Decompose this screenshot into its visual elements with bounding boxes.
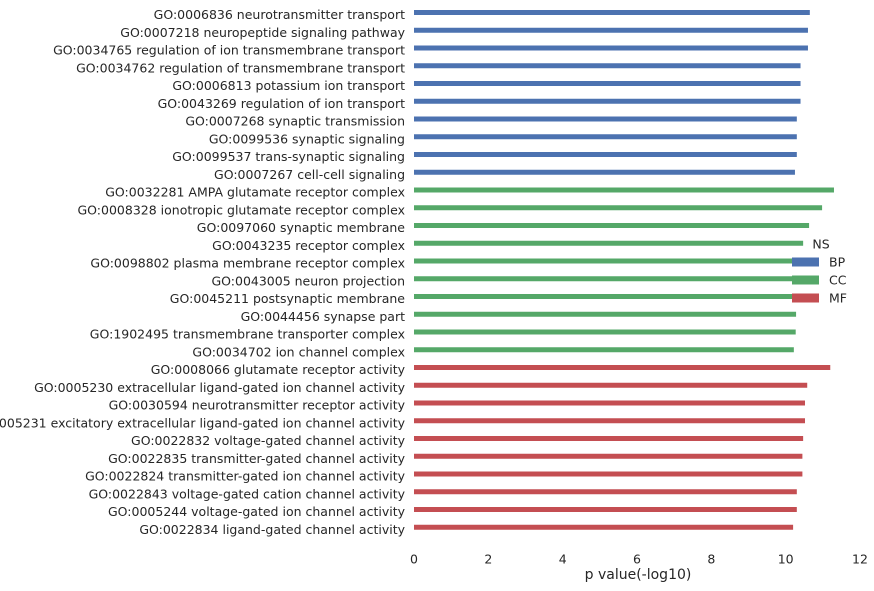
category-label: GO:0097060 synaptic membrane [197, 220, 406, 235]
bar [414, 45, 808, 51]
category-label: GO:0043235 receptor complex [212, 238, 405, 253]
legend-title: NS [812, 237, 829, 252]
bar [414, 507, 797, 512]
x-tick-label: 12 [852, 552, 868, 567]
category-label: GO:0099537 trans-synaptic signaling [172, 149, 405, 164]
x-tick-label: 10 [778, 552, 794, 567]
bar [414, 524, 794, 530]
bar [414, 382, 808, 388]
category-label: GO:0022835 transmitter-gated channel act… [108, 451, 405, 466]
bar [414, 134, 797, 140]
category-label: GO:0045211 postsynaptic membrane [170, 291, 406, 306]
category-label: GO:0006836 neurotransmitter transport [154, 7, 405, 22]
legend-label: CC [829, 273, 847, 288]
legend-label: MF [829, 291, 847, 306]
category-label: GO:0005230 extracellular ligand-gated io… [34, 380, 406, 395]
category-label: GO:0022834 ligand-gated channel activity [139, 522, 405, 537]
bar [414, 311, 797, 317]
category-label: GO:0034702 ion channel complex [192, 344, 405, 359]
bar [414, 152, 797, 157]
category-label: GO:0022824 transmitter-gated ion channel… [85, 469, 406, 484]
series-mf [414, 365, 831, 530]
category-label: GO:0005244 voltage-gated ion channel act… [108, 504, 406, 519]
bar [414, 27, 808, 33]
x-tick-label: 6 [633, 552, 641, 567]
bar [414, 453, 803, 459]
x-tick-label: 8 [707, 552, 715, 567]
category-label: GO:0022843 voltage-gated cation channel … [89, 486, 406, 501]
bar [414, 329, 796, 335]
category-label: GO:0099536 synaptic signaling [209, 131, 405, 146]
category-label: GO:0034762 regulation of transmembrane t… [76, 60, 405, 75]
bar [414, 400, 805, 406]
category-label: GO:0032281 AMPA glutamate receptor compl… [105, 185, 405, 200]
category-label: GO:0007218 neuropeptide signaling pathwa… [120, 25, 405, 40]
bar [414, 10, 810, 15]
bar [414, 98, 801, 104]
bar [414, 223, 810, 228]
legend-swatch-mf [792, 293, 819, 303]
x-tick-label: 4 [559, 552, 567, 567]
legend-label: BP [829, 255, 846, 270]
category-label: GO:0043269 regulation of ion transport [158, 96, 406, 111]
category-label: GO:0008066 glutamate receptor activity [151, 362, 406, 377]
bar [414, 258, 801, 264]
category-label: GO:0007267 cell-cell signaling [214, 167, 405, 182]
category-label: GO:1902495 transmembrane transporter com… [90, 327, 405, 342]
bar [414, 205, 823, 211]
bar [414, 347, 794, 353]
bar [414, 276, 800, 282]
category-label: GO:0007268 synaptic transmission [185, 114, 405, 129]
series-bp [414, 10, 810, 175]
bar [414, 365, 831, 370]
category-label: GO:0044456 synapse part [241, 309, 405, 324]
bar [414, 471, 803, 477]
bar [414, 418, 805, 424]
bar [414, 436, 804, 441]
series-cc [414, 187, 834, 353]
bar [414, 489, 797, 495]
bar [414, 116, 797, 122]
bar [414, 63, 801, 69]
bar [414, 240, 804, 246]
bar [414, 81, 801, 86]
bar [414, 294, 798, 299]
legend-swatch-bp [792, 257, 819, 267]
bar [414, 169, 795, 175]
x-tick-label: 2 [484, 552, 492, 567]
x-axis-label: p value(-log10) [585, 567, 692, 583]
category-label: GO:0022832 voltage-gated channel activit… [131, 433, 406, 448]
legend-swatch-cc [792, 275, 819, 285]
category-label: GO:0006813 potassium ion transport [172, 78, 405, 93]
category-label: GO:0034765 regulation of ion transmembra… [53, 43, 405, 58]
category-label: GO:0043005 neuron projection [211, 273, 405, 288]
category-label: GO:0008328 ionotropic glutamate receptor… [78, 202, 406, 217]
x-tick-label: 0 [410, 552, 418, 567]
category-label: GO:0005231 excitatory extracellular liga… [0, 415, 406, 430]
bar [414, 187, 834, 193]
category-label: GO:0098802 plasma membrane receptor comp… [90, 256, 405, 271]
category-label: GO:0030594 neurotransmitter receptor act… [109, 398, 406, 413]
